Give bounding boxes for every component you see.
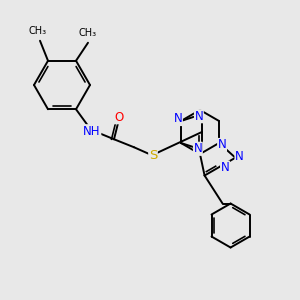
Text: N: N (220, 161, 230, 174)
Text: CH₃: CH₃ (29, 26, 47, 36)
Text: N: N (218, 139, 226, 152)
Text: N: N (174, 112, 182, 125)
Text: N: N (235, 150, 244, 163)
Text: N: N (194, 110, 203, 123)
Text: CH₃: CH₃ (79, 28, 97, 38)
Text: O: O (114, 111, 124, 124)
Text: S: S (149, 149, 157, 162)
Text: NH: NH (83, 125, 101, 138)
Text: N: N (194, 142, 202, 155)
